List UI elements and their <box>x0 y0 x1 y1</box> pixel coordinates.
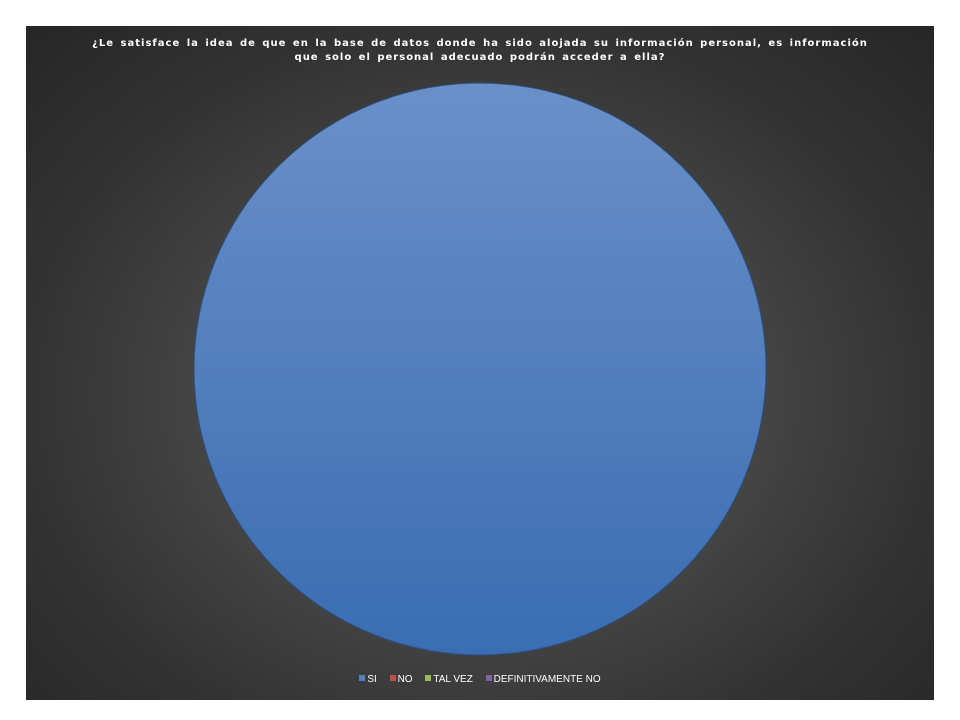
chart-title-line-1: ¿Le satisface la idea de que en la base … <box>92 38 868 49</box>
pie-slice-si <box>193 82 767 656</box>
legend-item-tal-vez: TAL VEZ <box>425 674 473 685</box>
legend-item-si: SI <box>359 674 377 685</box>
legend-swatch-tal-vez <box>425 675 432 681</box>
legend-label-si: SI <box>367 674 377 685</box>
chart-title: ¿Le satisface la idea de que en la base … <box>26 37 934 65</box>
chart-legend: SI NO TAL VEZ DEFINITIVAMENTE NO <box>26 674 934 685</box>
legend-swatch-si <box>359 675 366 681</box>
legend-label-definitivamente-no: DEFINITIVAMENTE NO <box>493 674 601 685</box>
chart-title-line-2: que solo el personal adecuado podrán acc… <box>294 52 666 63</box>
legend-item-definitivamente-no: DEFINITIVAMENTE NO <box>485 674 601 685</box>
legend-label-tal-vez: TAL VEZ <box>433 674 473 685</box>
chart-area: ¿Le satisface la idea de que en la base … <box>26 26 934 700</box>
legend-item-no: NO <box>389 674 413 685</box>
legend-swatch-definitivamente-no <box>485 675 492 681</box>
legend-swatch-no <box>389 675 396 681</box>
legend-label-no: NO <box>397 674 413 685</box>
pie-slices <box>193 82 767 656</box>
pie-plot <box>193 82 767 656</box>
